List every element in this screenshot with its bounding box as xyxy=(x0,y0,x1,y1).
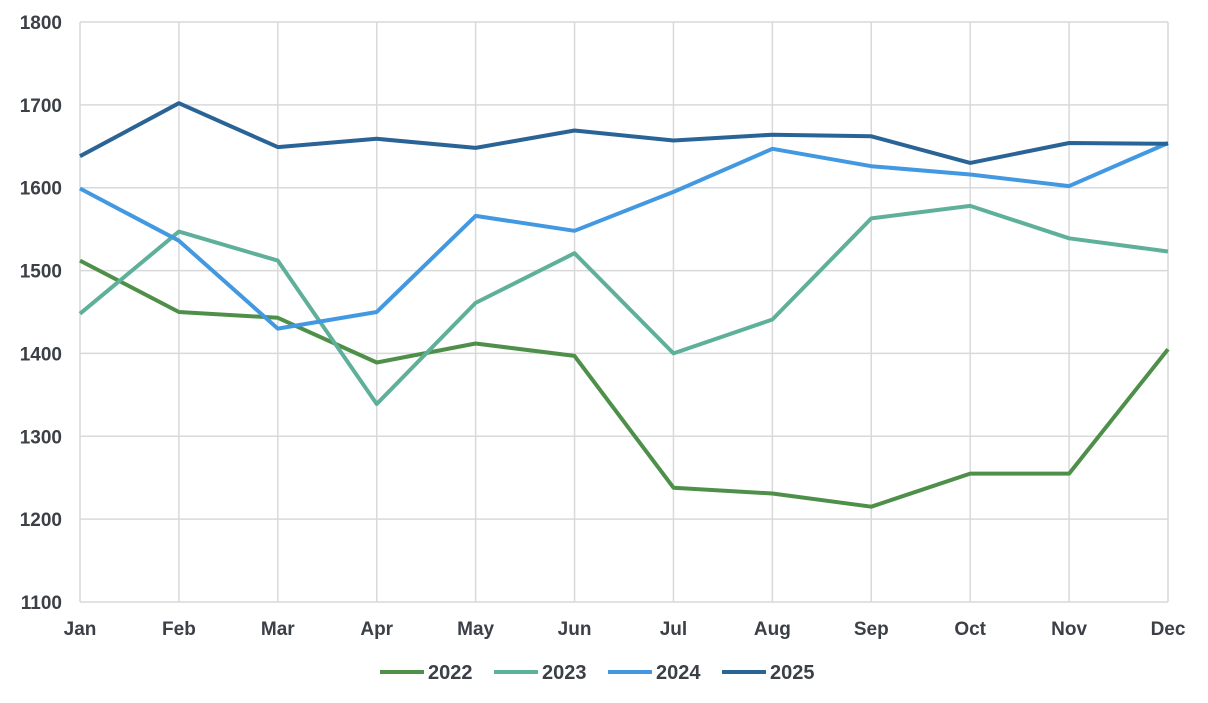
data-point-2024-Jan xyxy=(78,187,82,191)
data-point-2025-Dec xyxy=(1166,142,1170,146)
x-tick-label: Dec xyxy=(1151,619,1186,640)
y-tick-label: 1100 xyxy=(21,593,62,614)
grid-layer xyxy=(79,21,1169,603)
data-point-2025-Aug xyxy=(770,133,774,137)
data-point-2022-May xyxy=(474,341,478,345)
data-point-2024-Apr xyxy=(375,310,379,314)
data-point-2022-Jan xyxy=(78,259,82,263)
x-tick-label: Jan xyxy=(64,619,97,640)
x-tick-label: Nov xyxy=(1051,619,1087,640)
data-point-2025-Jan xyxy=(78,154,82,158)
y-tick-label: 1600 xyxy=(20,179,62,200)
data-point-2024-Jul xyxy=(671,190,675,194)
data-point-2024-May xyxy=(474,214,478,218)
data-point-2025-Jun xyxy=(573,129,577,133)
data-point-2022-Nov xyxy=(1067,472,1071,476)
legend-item-2023: 2023 xyxy=(494,662,587,684)
legend-label: 2025 xyxy=(770,662,815,684)
x-tick-label: Oct xyxy=(954,619,986,640)
data-point-2022-Sep xyxy=(869,505,873,509)
x-tick-label: Mar xyxy=(261,619,295,640)
data-point-2023-Sep xyxy=(869,216,873,220)
data-point-2024-Jun xyxy=(573,229,577,233)
y-tick-label: 1300 xyxy=(20,427,62,448)
data-point-2022-Aug xyxy=(770,491,774,495)
data-point-2024-Feb xyxy=(177,239,181,243)
data-point-2023-Jan xyxy=(78,312,82,316)
x-tick-label: Jul xyxy=(660,619,687,640)
data-point-2022-Oct xyxy=(968,472,972,476)
x-tick-label: Sep xyxy=(854,619,889,640)
series-line-2022 xyxy=(79,258,1170,509)
legend-label: 2024 xyxy=(656,662,701,684)
data-point-2023-Oct xyxy=(968,204,972,208)
data-point-2025-Nov xyxy=(1067,141,1071,145)
data-point-2025-Mar xyxy=(276,145,280,149)
y-tick-label: 1400 xyxy=(20,344,62,365)
x-tick-label: Jun xyxy=(558,619,592,640)
x-tick-label: Apr xyxy=(360,619,393,640)
series-layer xyxy=(78,101,1170,509)
data-point-2024-Aug xyxy=(770,147,774,151)
data-point-2024-Nov xyxy=(1067,184,1071,188)
legend: 2022 2023 2024 2025 xyxy=(380,662,815,684)
data-point-2022-Dec xyxy=(1166,347,1170,351)
series-line-2023 xyxy=(78,203,1169,406)
legend-item-2022: 2022 xyxy=(380,662,473,684)
data-point-2023-Apr xyxy=(375,402,379,406)
data-point-2025-Oct xyxy=(968,161,972,165)
data-point-2025-Sep xyxy=(869,134,873,138)
data-point-2023-Nov xyxy=(1067,236,1071,240)
x-tick-label: Feb xyxy=(162,619,196,640)
x-axis-ticks: Jan Feb Mar Apr May Jun Jul Aug Sep Oct Nov Dec xyxy=(64,619,1186,640)
data-point-2024-Sep xyxy=(869,164,873,168)
data-point-2023-Jun xyxy=(573,251,577,255)
x-tick-label: May xyxy=(457,619,494,640)
data-point-2023-Jul xyxy=(671,351,675,355)
legend-label: 2022 xyxy=(428,662,473,684)
data-point-2022-Jul xyxy=(671,486,675,490)
data-point-2024-Oct xyxy=(968,172,972,176)
data-point-2022-Apr xyxy=(375,361,379,365)
y-tick-label: 1500 xyxy=(20,262,62,283)
data-point-2025-Apr xyxy=(375,137,379,141)
data-point-2024-Mar xyxy=(276,327,280,331)
y-axis-ticks: 1100 1200 1300 1400 1500 1600 1700 1800 xyxy=(20,13,62,614)
legend-item-2024: 2024 xyxy=(608,662,701,684)
data-point-2023-May xyxy=(474,301,478,305)
data-point-2023-Mar xyxy=(276,259,280,263)
x-tick-label: Aug xyxy=(754,619,791,640)
data-point-2025-Jul xyxy=(671,138,675,142)
y-tick-label: 1700 xyxy=(20,96,62,117)
data-point-2023-Feb xyxy=(177,230,181,234)
legend-label: 2023 xyxy=(542,662,587,684)
data-point-2025-Feb xyxy=(177,101,181,105)
data-point-2022-Mar xyxy=(276,316,280,320)
y-tick-label: 1200 xyxy=(20,510,62,531)
legend-item-2025: 2025 xyxy=(722,662,815,684)
series-line-2024 xyxy=(79,141,1169,331)
series-line-2025 xyxy=(79,101,1169,165)
data-point-2022-Feb xyxy=(177,310,181,314)
y-tick-label: 1800 xyxy=(20,13,62,34)
data-point-2025-May xyxy=(474,146,478,150)
data-point-2022-Jun xyxy=(573,354,577,358)
data-point-2023-Dec xyxy=(1166,250,1170,254)
data-point-2023-Aug xyxy=(770,317,774,321)
